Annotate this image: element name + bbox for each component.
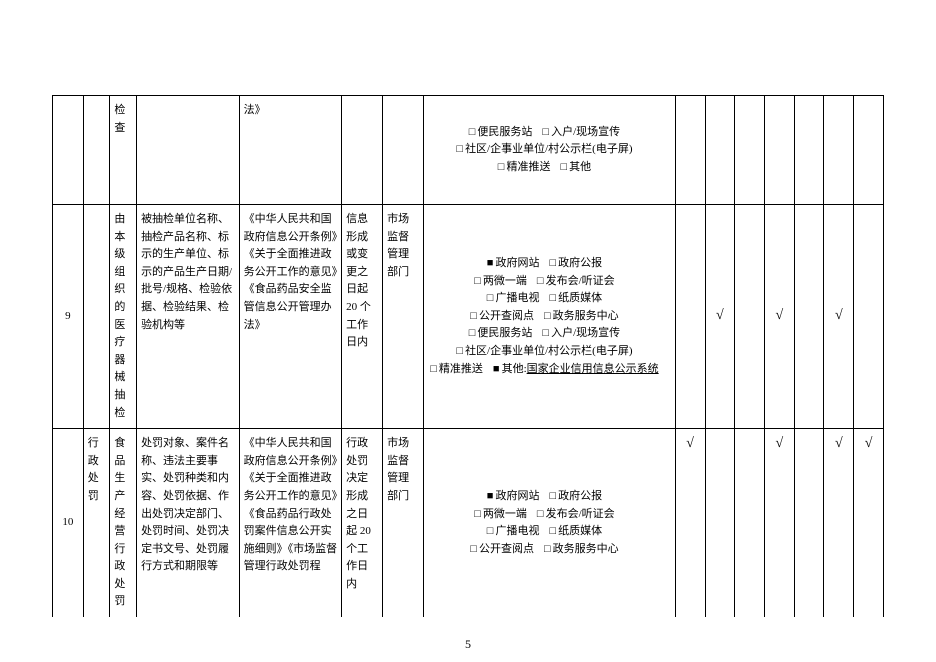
checkbox-icon: □ [470, 541, 477, 559]
check: √ [835, 308, 843, 323]
cell-r2-c4: 被抽检单位名称、抽检产品名称、标示的生产单位、标示的产品生产日期/批号/规格、检… [137, 205, 240, 429]
page-number: 5 [0, 637, 936, 652]
channel-label: 纸质媒体 [558, 525, 602, 537]
channel-label: 入户/现场宣传 [551, 327, 620, 339]
checkbox-icon: □ [469, 325, 476, 343]
check: √ [835, 436, 843, 451]
channel-label: 公开查阅点 [479, 543, 534, 555]
channel-label: 发布会/听证会 [546, 275, 615, 287]
cell-r2-c3: 由本级组织的医疗器械抽检 [110, 205, 137, 429]
cell-r3-c6: 行政处罚决定形成之日起 20 个工作日内 [342, 429, 383, 617]
check: √ [775, 436, 783, 451]
cell-r3-channels: ■政府网站□政府公报□两微一端□发布会/听证会□广播电视□纸质媒体□公开查阅点□… [424, 429, 676, 617]
checkbox-icon: □ [498, 159, 505, 177]
table-row: 9 由本级组织的医疗器械抽检 被抽检单位名称、抽检产品名称、标示的生产单位、标示… [53, 205, 884, 429]
page: 检查 法》 □便民服务站□入户/现场宣传□社区/企事业单位/村公示栏(电子屏)□… [0, 0, 936, 662]
check: √ [865, 436, 873, 451]
cell-r2-c7: 市场监督管理部门 [383, 205, 424, 429]
cell-r3-num: 10 [53, 429, 84, 617]
cell-r3-c4: 处罚对象、案件名称、违法主要事实、处罚种类和内容、处罚依据、作出处罚决定部门、处… [137, 429, 240, 617]
cell-r3-c2: 行政处罚 [83, 429, 110, 617]
channel-label: 政务服务中心 [553, 310, 619, 322]
channel-label: 精准推送 [506, 161, 550, 173]
checkbox-icon: □ [560, 159, 567, 177]
table-row: 检查 法》 □便民服务站□入户/现场宣传□社区/企事业单位/村公示栏(电子屏)□… [53, 96, 884, 205]
checkbox-icon: □ [542, 325, 549, 343]
table-row: 10 行政处罚 食品生产经营行政处罚 处罚对象、案件名称、违法主要事实、处罚种类… [53, 429, 884, 617]
checkbox-icon: □ [544, 308, 551, 326]
checkbox-icon: □ [470, 308, 477, 326]
check: √ [775, 308, 783, 323]
channel-label: 发布会/听证会 [546, 508, 615, 520]
channel-label: 政府公报 [558, 490, 602, 502]
channel-label: 其他:国家企业信用信息公示系统 [502, 363, 659, 375]
channel-label: 公开查阅点 [479, 310, 534, 322]
channel-label: 政府网站 [495, 490, 539, 502]
cell-r1-c3: 检查 [110, 96, 137, 205]
channel-label: 政府公报 [558, 257, 602, 269]
channel-label: 社区/企事业单位/村公示栏(电子屏) [465, 143, 632, 155]
checkbox-icon: □ [549, 290, 556, 308]
check: √ [686, 436, 694, 451]
cell-r2-c5: 《中华人民共和国政府信息公开条例》《关于全面推进政务公开工作的意见》《食品药品安… [239, 205, 342, 429]
checkbox-icon: □ [474, 273, 481, 291]
channel-label: 政务服务中心 [553, 543, 619, 555]
checkbox-icon: □ [542, 124, 549, 142]
data-table: 检查 法》 □便民服务站□入户/现场宣传□社区/企事业单位/村公示栏(电子屏)□… [52, 95, 884, 617]
checkbox-icon: □ [430, 361, 437, 379]
checkbox-icon: □ [549, 523, 556, 541]
checkbox-icon: □ [537, 273, 544, 291]
channel-label: 两微一端 [483, 275, 527, 287]
channel-label: 政府网站 [495, 257, 539, 269]
cell-r1-c5: 法》 [239, 96, 342, 205]
check: √ [716, 308, 724, 323]
cell-r2-c6: 信息形成或变更之日起 20 个工作日内 [342, 205, 383, 429]
checkbox-icon: ■ [487, 488, 494, 506]
cell-r3-c7: 市场监督管理部门 [383, 429, 424, 617]
channel-label: 两微一端 [483, 508, 527, 520]
cell-r3-c3: 食品生产经营行政处罚 [110, 429, 137, 617]
channel-label: 精准推送 [439, 363, 483, 375]
checkbox-icon: □ [537, 506, 544, 524]
checkbox-icon: □ [487, 290, 494, 308]
cell-r3-c5: 《中华人民共和国政府信息公开条例》《关于全面推进政务公开工作的意见》《食品药品行… [239, 429, 342, 617]
channel-label: 其他 [569, 161, 591, 173]
cell-r2-num: 9 [53, 205, 84, 429]
channel-label: 入户/现场宣传 [551, 126, 620, 138]
cell-r1-channels: □便民服务站□入户/现场宣传□社区/企事业单位/村公示栏(电子屏)□精准推送□其… [424, 96, 676, 205]
channel-label: 广播电视 [495, 525, 539, 537]
channel-label: 纸质媒体 [558, 292, 602, 304]
channel-label: 广播电视 [495, 292, 539, 304]
checkbox-icon: □ [469, 124, 476, 142]
checkbox-icon: □ [544, 541, 551, 559]
checkbox-icon: □ [474, 506, 481, 524]
channel-label: 便民服务站 [477, 126, 532, 138]
checkbox-icon: □ [456, 141, 463, 159]
channel-label: 社区/企事业单位/村公示栏(电子屏) [465, 345, 632, 357]
checkbox-icon: □ [487, 523, 494, 541]
channel-label: 便民服务站 [477, 327, 532, 339]
checkbox-icon: □ [549, 255, 556, 273]
checkbox-icon: □ [456, 343, 463, 361]
checkbox-icon: □ [549, 488, 556, 506]
checkbox-icon: ■ [493, 361, 500, 379]
checkbox-icon: ■ [487, 255, 494, 273]
cell-r2-channels: ■政府网站□政府公报□两微一端□发布会/听证会□广播电视□纸质媒体□公开查阅点□… [424, 205, 676, 429]
